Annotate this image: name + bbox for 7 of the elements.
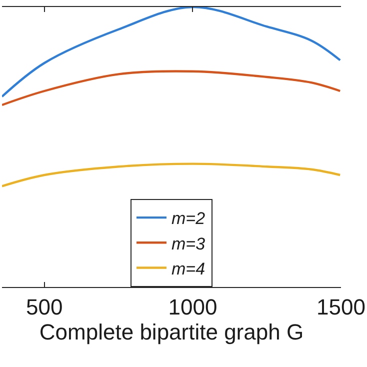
x-tick-label: 1500 bbox=[316, 294, 366, 320]
x-axis-title: Complete bipartite graph G bbox=[39, 319, 304, 344]
legend-label: m=4 bbox=[172, 259, 206, 278]
legend-label: m=3 bbox=[172, 234, 206, 254]
x-tick-label: 500 bbox=[26, 294, 63, 320]
legend-label: m=2 bbox=[172, 209, 206, 228]
x-tick-label: 1000 bbox=[168, 294, 218, 320]
